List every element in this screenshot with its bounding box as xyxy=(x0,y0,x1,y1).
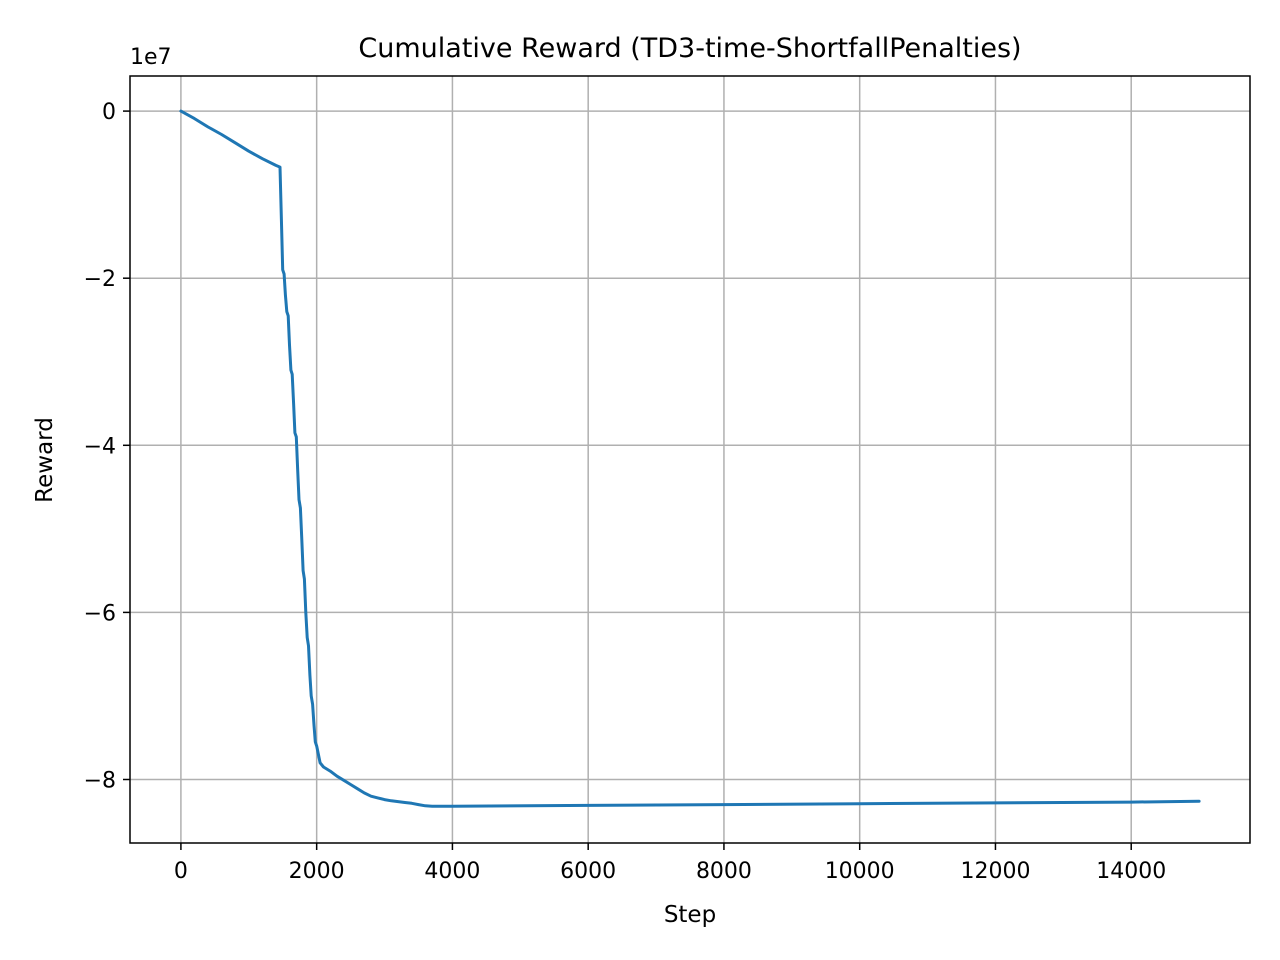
x-axis-label: Step xyxy=(664,902,716,928)
y-axis-ticks: 0 −2 −4 −6 −8 xyxy=(84,100,130,794)
series-line xyxy=(179,109,1201,808)
y-axis-label: Reward xyxy=(32,417,58,503)
y-tick-label: −8 xyxy=(84,769,116,794)
chart-title: Cumulative Reward (TD3-time-ShortfallPen… xyxy=(358,33,1021,64)
plot-frame xyxy=(129,75,1251,844)
x-tick-label: 12000 xyxy=(960,859,1030,884)
y-axis-offset-label: 1e7 xyxy=(130,45,172,70)
y-tick-label: −4 xyxy=(84,434,116,459)
y-tick-label: −2 xyxy=(84,267,116,292)
x-tick-label: 14000 xyxy=(1096,859,1166,884)
y-tick-label: −6 xyxy=(84,601,116,626)
x-tick-label: 10000 xyxy=(825,859,895,884)
x-tick-label: 4000 xyxy=(424,859,480,884)
y-tick-label: 0 xyxy=(102,100,116,125)
x-tick-label: 2000 xyxy=(289,859,345,884)
x-tick-label: 0 xyxy=(174,859,188,884)
grid-layer xyxy=(130,76,1250,843)
x-axis-ticks: 0 2000 4000 6000 8000 10000 12000 14000 xyxy=(174,843,1166,884)
series-layer xyxy=(179,109,1201,808)
x-tick-label: 6000 xyxy=(560,859,616,884)
x-tick-label: 8000 xyxy=(696,859,752,884)
